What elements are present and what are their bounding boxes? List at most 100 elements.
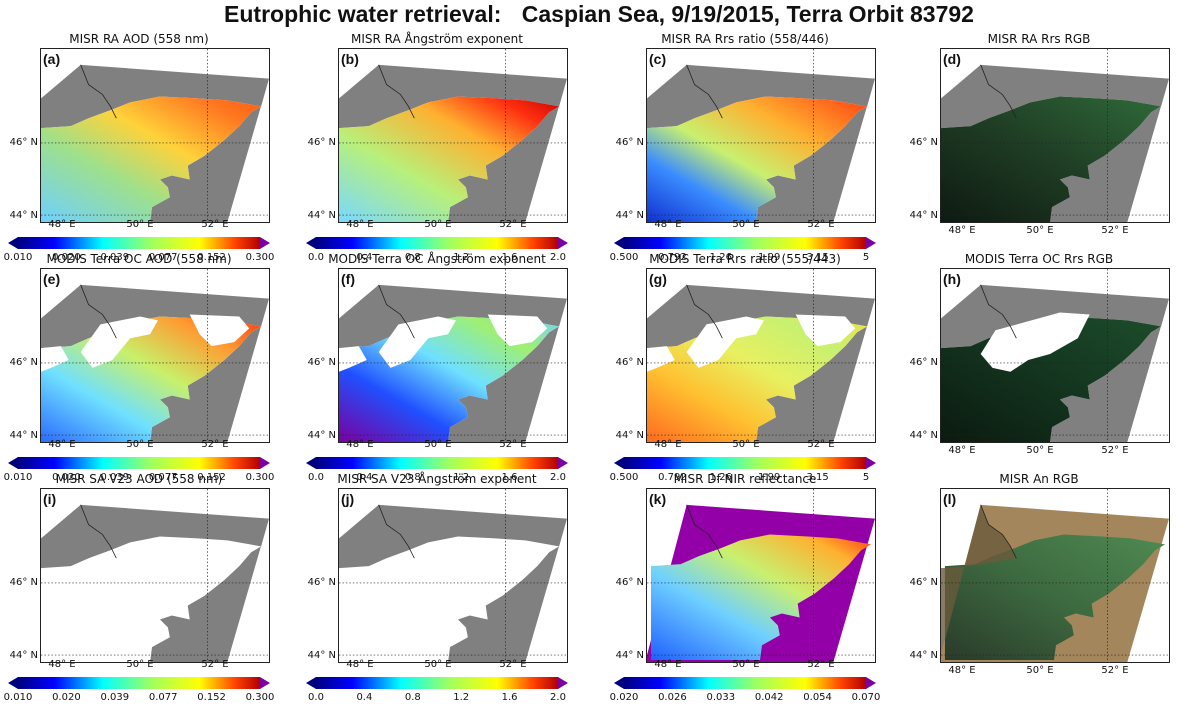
colorbar-tick-label: 1.99 <box>758 472 781 483</box>
colorbar-tick-label: 1.6 <box>501 252 518 263</box>
latitude-label: 46° N <box>615 137 644 148</box>
latitude-label: 46° N <box>615 577 644 588</box>
figure-title-part1: Eutrophic water retrieval: <box>224 1 502 27</box>
longitude-label: 50° E <box>1026 225 1054 236</box>
panel-label: (d) <box>943 51 961 67</box>
colorbar-tick-label: 0.010 <box>3 252 33 263</box>
latitude-label: 44° N <box>909 210 938 221</box>
colorbar-tick-label: 0.020 <box>52 252 81 263</box>
latitude-label: 44° N <box>615 650 644 661</box>
panel-j: MISR SA V23 Ångström exponent (j) 46° N 44°… <box>302 472 572 703</box>
longitude-label: 48° E <box>948 665 976 676</box>
longitude-label: 48° E <box>48 219 76 230</box>
longitude-label: 48° E <box>48 439 76 450</box>
latitude-label: 44° N <box>909 650 938 661</box>
colorbar-tick-label: 0.054 <box>803 692 832 703</box>
colorbar-tick-label: 0.792 <box>658 252 687 263</box>
latitude-label: 46° N <box>9 357 38 368</box>
panel-title: MISR An RGB <box>999 472 1079 486</box>
longitude-label: 52° E <box>201 219 229 230</box>
colorbar-tick-label: 0.0 <box>308 472 324 483</box>
panel-label: (k) <box>649 491 667 507</box>
longitude-label: 52° E <box>807 439 835 450</box>
longitude-label: 52° E <box>1101 225 1129 236</box>
map-plot: (e) <box>40 268 270 443</box>
colorbar-tick-label: 1.99 <box>758 252 781 263</box>
colorbar-tick-label: 0.500 <box>609 252 639 263</box>
figure-title-part2: Caspian Sea, 9/19/2015, Terra Orbit 8379… <box>521 1 974 27</box>
colorbar-tick-label: 0.039 <box>100 472 130 483</box>
panel-label: (e) <box>43 271 61 287</box>
panel-label: (f) <box>341 271 355 287</box>
colorbar-tick-label: 3.15 <box>806 472 829 483</box>
colorbar: 0.0 0.4 0.8 1.2 1.6 2.0 <box>306 676 568 708</box>
panel-title: MODIS Terra OC Ångström exponent <box>328 252 546 266</box>
panel-e: MODIS Terra OC AOD (558 nm) (e) 46° N 44° N… <box>4 252 275 483</box>
latitude-label: 46° N <box>909 137 938 148</box>
colorbar-tick-label: 0.152 <box>197 252 226 263</box>
colorbar: 0.0 0.4 0.8 1.2 1.6 2.0 <box>306 236 568 268</box>
panel-title: MISR RA Rrs ratio (558/446) <box>661 32 829 46</box>
colorbar-tick-label: 0.8 <box>404 472 421 483</box>
panel-label: (h) <box>943 271 961 287</box>
panel-b: MISR RA Ångström exponent (b) 46° N 44° N 48… <box>302 32 572 263</box>
colorbar-tick-label: 1.26 <box>709 252 732 263</box>
panel-title: MISR Df NIR reflectance <box>673 472 817 486</box>
colorbar-tick-label: 1.2 <box>453 692 470 703</box>
panel-i: MISR SA V23 AOD (558 nm) (i) 46° N 44° N 48°… <box>4 472 275 703</box>
longitude-label: 50° E <box>732 219 760 230</box>
panel-label: (j) <box>341 491 355 507</box>
colorbar-tick-label: 0.077 <box>148 472 178 483</box>
longitude-label: 50° E <box>732 439 760 450</box>
colorbar-tick-label: 0.042 <box>754 692 784 703</box>
panel-title: MODIS Terra Rrs ratio (555/443) <box>649 252 841 266</box>
longitude-label: 52° E <box>1101 445 1129 456</box>
panel-title: MISR SA V23 AOD (558 nm) <box>55 472 223 486</box>
map-plot: (c) <box>646 48 876 223</box>
panel-label: (a) <box>43 51 61 67</box>
latitude-label: 46° N <box>307 577 336 588</box>
longitude-label: 48° E <box>346 439 374 450</box>
longitude-label: 50° E <box>126 439 154 450</box>
latitude-label: 46° N <box>615 357 644 368</box>
colorbar: 0.500 0.792 1.26 1.99 3.15 5 <box>610 456 876 488</box>
panel-title: MISR RA Rrs RGB <box>987 32 1091 46</box>
colorbar-tick-label: 0.033 <box>706 692 736 703</box>
latitude-label: 44° N <box>307 430 336 441</box>
colorbar-tick-label: 0.020 <box>609 692 639 703</box>
map-plot: (l) <box>940 488 1170 663</box>
figure-title: Eutrophic water retrieval: Caspian Sea, … <box>0 0 1198 28</box>
colorbar-tick-label: 1.2 <box>453 252 470 263</box>
colorbar-tick-label: 2.0 <box>550 692 566 703</box>
longitude-label: 52° E <box>499 219 527 230</box>
latitude-label: 44° N <box>307 210 336 221</box>
longitude-label: 48° E <box>346 659 374 670</box>
panel-a: MISR RA AOD (558 nm) (a) 46° N 44° N 48° E 50… <box>4 32 275 263</box>
colorbar-tick-label: 5 <box>862 252 870 263</box>
colorbar-tick-label: 0.4 <box>356 472 373 483</box>
longitude-label: 48° E <box>346 219 374 230</box>
map-plot: (f) <box>338 268 568 443</box>
colorbar-tick-label: 0.010 <box>3 692 33 703</box>
longitude-label: 50° E <box>1026 445 1054 456</box>
panel-title: MISR RA AOD (558 nm) <box>69 32 209 46</box>
colorbar-tick-label: 0.020 <box>52 472 81 483</box>
latitude-label: 46° N <box>9 577 38 588</box>
map-plot: (i) <box>40 488 270 663</box>
colorbar-tick-label: 0.0 <box>308 692 324 703</box>
latitude-label: 46° N <box>307 357 336 368</box>
latitude-label: 46° N <box>9 137 38 148</box>
longitude-label: 52° E <box>1101 665 1129 676</box>
longitude-label: 50° E <box>126 219 154 230</box>
colorbar-tick-label: 1.2 <box>453 472 470 483</box>
colorbar-tick-label: 0.8 <box>404 252 421 263</box>
map-plot: (d) <box>940 48 1170 223</box>
colorbar-tick-label: 0.152 <box>197 472 226 483</box>
colorbar: 0.010 0.020 0.039 0.077 0.152 0.300 <box>4 456 274 488</box>
latitude-label: 44° N <box>9 210 38 221</box>
colorbar-tick-label: 0.4 <box>356 692 373 703</box>
panel-label: (b) <box>341 51 359 67</box>
colorbar-tick-label: 3.15 <box>806 252 829 263</box>
map-plot: (b) <box>338 48 568 223</box>
colorbar-tick-label: 0.077 <box>148 252 178 263</box>
